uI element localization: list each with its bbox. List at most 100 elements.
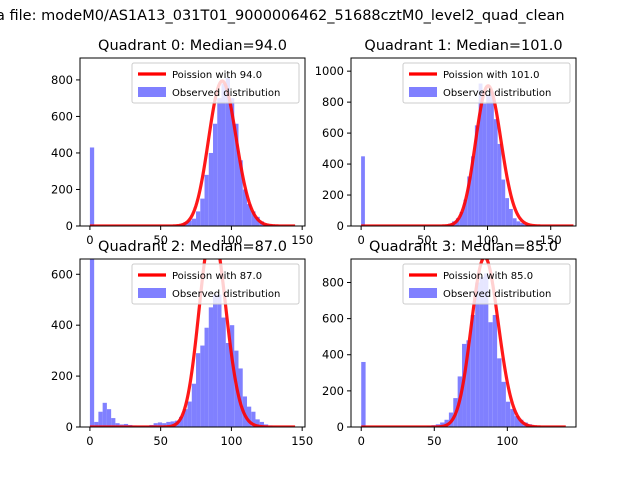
y-tick-label: 400 [322,157,344,171]
histogram-bar [230,325,235,427]
histogram-bar [200,345,205,427]
legend-label-observed: Observed distribution [443,289,551,300]
histogram-bar [115,423,120,427]
legend-label-poisson: Poission with 87.0 [172,271,262,282]
x-tick-label: 150 [291,434,313,448]
y-tick-label: 600 [51,109,73,123]
plot-area [360,259,567,427]
x-tick-label: 100 [477,233,499,247]
subplot-title: Quadrant 1: Median=101.0 [364,38,562,54]
legend: Poission with 87.0 Observed distribution [131,263,300,305]
legend-bar-swatch [138,87,166,97]
x-tick-label: 0 [357,233,364,247]
histogram-bar [89,147,95,226]
histogram-bar [200,198,205,226]
histogram-bar [196,353,201,427]
y-tick-label: 0 [337,420,344,434]
histogram-bar [208,152,214,226]
subplot-title: Quadrant 2: Median=87.0 [98,239,287,255]
y-tick-label: 200 [322,188,344,202]
subplot-2: 0 50 100 150 0 200 400 600 Poission with 87.0 Obs… [51,239,313,448]
histogram-bar [479,277,484,427]
y-tick-label: 1000 [315,64,344,78]
histogram-bar [213,123,218,226]
histogram-bar [259,421,264,427]
histogram-bar [234,123,239,226]
histogram-bar [221,317,226,427]
histogram-bar [225,78,230,226]
histogram-bar [187,401,192,427]
histogram-bar [102,402,107,427]
legend-label-observed: Observed distribution [443,88,551,99]
legend-label-poisson: Poission with 94.0 [172,70,262,81]
x-tick-label: 100 [220,233,242,247]
y-tick-label: 200 [51,369,73,383]
subplot-1: 0 50 100 150 0 200 400 600 800 1000 Poission with … [315,38,577,247]
legend-bar-swatch [409,87,437,97]
y-tick-label: 0 [337,219,344,233]
plot-area [89,259,296,427]
histogram-bar [459,212,464,226]
histogram-bar [440,422,445,427]
histogram-bar [204,327,209,427]
x-tick-label: 0 [358,434,365,448]
histogram-bar [463,199,468,226]
y-tick-label: 800 [51,73,73,87]
histogram-bar [246,406,252,427]
y-tick-label: 600 [51,267,73,281]
histogram-bar [246,204,252,226]
plot-area [89,78,296,226]
axes-frame [79,258,306,428]
subplot-3: 0 50 100 0 200 400 600 800 Poission with 85.0 Obs… [322,239,577,448]
histogram-bar [111,418,116,427]
legend-box [131,263,300,305]
legend-label-poisson: Poission with 101.0 [443,70,539,81]
histogram-bar [510,408,515,427]
legend-box [402,62,571,104]
y-tick-label: 200 [51,182,73,196]
poisson-curve [89,79,296,226]
legend: Poission with 85.0 Observed distribution [402,263,571,305]
histogram-bar [519,419,524,427]
y-tick-label: 600 [322,126,344,140]
histogram-bar [470,315,476,427]
histogram-bar [486,94,491,226]
histogram-bar [493,119,498,226]
x-tick-label: 50 [417,233,432,247]
histogram-bar [512,218,517,226]
x-tick-label: 0 [86,233,93,247]
histogram-bar [514,416,520,427]
histogram-bar [497,143,502,226]
histogram-bar [482,103,487,226]
histogram-bar [98,411,103,427]
axes-frame [79,57,306,227]
figure-suptitle: a file: modeM0/AS1A13_031T01_9000006462_… [0,8,565,24]
histogram-bar [520,222,525,226]
histogram-bar [157,422,163,427]
y-tick-label: 800 [322,95,344,109]
legend-label-observed: Observed distribution [172,289,280,300]
histogram-bar [509,208,513,226]
x-tick-label: 100 [220,434,242,448]
histogram-bar [361,156,365,226]
y-tick-label: 0 [66,420,73,434]
histogram-bar [492,315,498,427]
x-tick-label: 50 [427,434,442,448]
histogram-bar [478,83,483,226]
histogram-bar [505,401,511,427]
histogram-bar [230,98,235,226]
plot-area [360,83,575,226]
histogram-bar [474,125,479,226]
subplot-title: Quadrant 0: Median=94.0 [98,38,287,54]
x-tick-label: 0 [86,434,93,448]
histogram-bar [251,411,256,427]
axes-frame [350,258,577,428]
histogram-bar [221,83,226,226]
histogram-bar [94,421,99,427]
y-tick-label: 400 [51,318,73,332]
histogram-bar [238,160,243,226]
histogram-bar [191,383,197,427]
x-tick-label: 50 [153,233,168,247]
x-tick-label: 50 [153,434,168,448]
legend-label-poisson: Poission with 85.0 [443,271,533,282]
